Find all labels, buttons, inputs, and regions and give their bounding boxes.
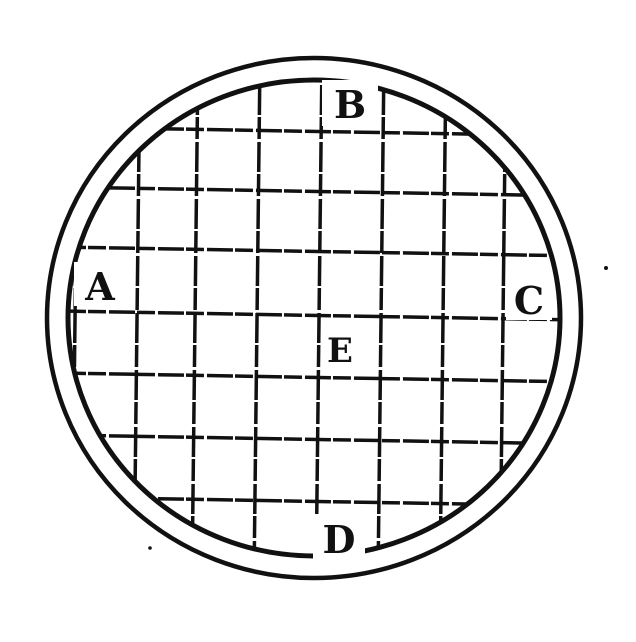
grid-line-vertical xyxy=(252,82,262,554)
grid-line-vertical xyxy=(376,82,386,554)
grid-line-vertical xyxy=(190,82,200,554)
label-d: D xyxy=(323,517,356,562)
label-c-box xyxy=(506,276,552,320)
label-e: E xyxy=(327,331,353,371)
label-a: A xyxy=(84,264,115,309)
grid-line-vertical xyxy=(70,82,80,554)
grid-line-horizontal xyxy=(70,185,558,198)
outer-ring xyxy=(44,55,584,581)
label-a-box xyxy=(74,262,126,306)
grid-line-horizontal xyxy=(70,245,558,258)
grid-line-vertical xyxy=(132,82,142,554)
label-c: C xyxy=(514,278,544,323)
grid-line-horizontal xyxy=(60,67,580,76)
grid-line-horizontal xyxy=(70,309,558,322)
label-d-box xyxy=(313,514,365,560)
grid-line-vertical xyxy=(438,82,448,554)
ink-speck xyxy=(148,546,152,550)
label-b-box xyxy=(322,80,378,126)
grid-line-horizontal xyxy=(70,371,558,384)
grid-line-vertical xyxy=(314,82,324,554)
grid-line-horizontal xyxy=(70,433,558,446)
ink-speck xyxy=(604,266,608,270)
label-b: B xyxy=(334,82,366,127)
